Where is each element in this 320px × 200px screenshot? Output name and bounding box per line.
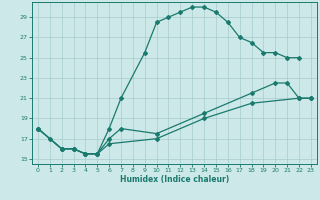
X-axis label: Humidex (Indice chaleur): Humidex (Indice chaleur) xyxy=(120,175,229,184)
